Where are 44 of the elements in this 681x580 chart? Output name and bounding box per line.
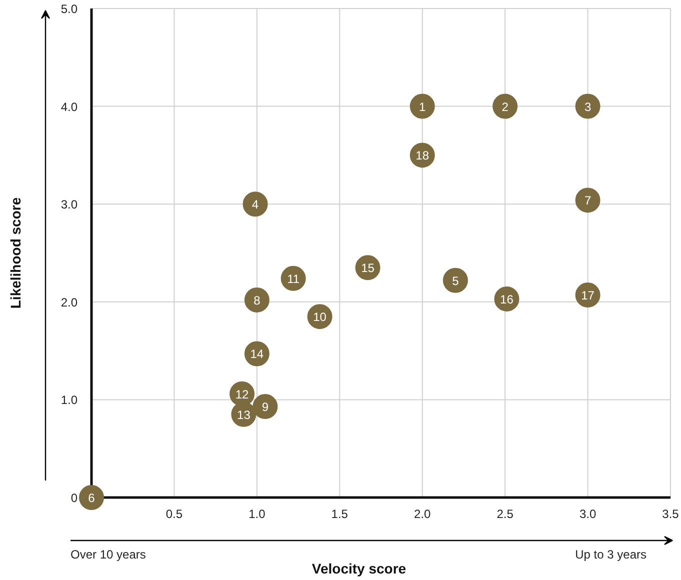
- point: [242, 192, 268, 217]
- x-tick-label: 0.5: [166, 507, 183, 521]
- annotation: 6: [88, 491, 96, 505]
- x-tick-label: 1.0: [248, 507, 266, 521]
- annotation: 1: [419, 100, 426, 114]
- y-axis-title: Likelihood score: [8, 197, 24, 309]
- y-tick-label: 1.0: [60, 393, 78, 408]
- point: [79, 485, 104, 510]
- x-tick-label: 2.5: [496, 507, 514, 521]
- text: Over 10 years: [70, 548, 146, 562]
- x-tick-label: 1.5: [331, 507, 348, 521]
- annotation: 9: [262, 400, 269, 414]
- annotation: 4: [252, 198, 259, 212]
- annotation: 2: [502, 100, 509, 114]
- annotation: 5: [452, 274, 460, 288]
- annotation: 17: [581, 288, 595, 303]
- point: [252, 394, 278, 420]
- y-tick-label: 5.0: [60, 2, 78, 16]
- point: [492, 94, 518, 119]
- annotation: 3: [584, 100, 592, 114]
- annotation: 16: [500, 292, 514, 306]
- x-tick-label: 3.0: [579, 507, 596, 521]
- x-tick-label: 2.0: [414, 507, 432, 521]
- annotation: 18: [416, 148, 430, 163]
- y-tick-label: 4.0: [60, 100, 78, 114]
- y-tick-label: 2.0: [60, 295, 78, 310]
- annotation: 7: [584, 194, 592, 208]
- annotation: 11: [287, 272, 300, 286]
- point: [575, 188, 600, 213]
- x-axis-title: Velocity score: [312, 560, 406, 576]
- point: [575, 94, 600, 119]
- y-tick-label: 3.0: [60, 198, 78, 212]
- point: [244, 287, 270, 312]
- annotation: 8: [254, 293, 261, 308]
- point: [410, 94, 435, 119]
- point: [442, 268, 468, 293]
- annotation: 13: [237, 408, 251, 422]
- y-tick-label: 0: [70, 491, 78, 505]
- annotation: 14: [250, 347, 264, 362]
- text: Up to 3 years: [575, 548, 647, 562]
- annotation: 15: [361, 261, 375, 276]
- annotation: 10: [313, 310, 327, 324]
- x-tick-label: 3.5: [662, 507, 680, 521]
- annotation: 12: [235, 387, 250, 402]
